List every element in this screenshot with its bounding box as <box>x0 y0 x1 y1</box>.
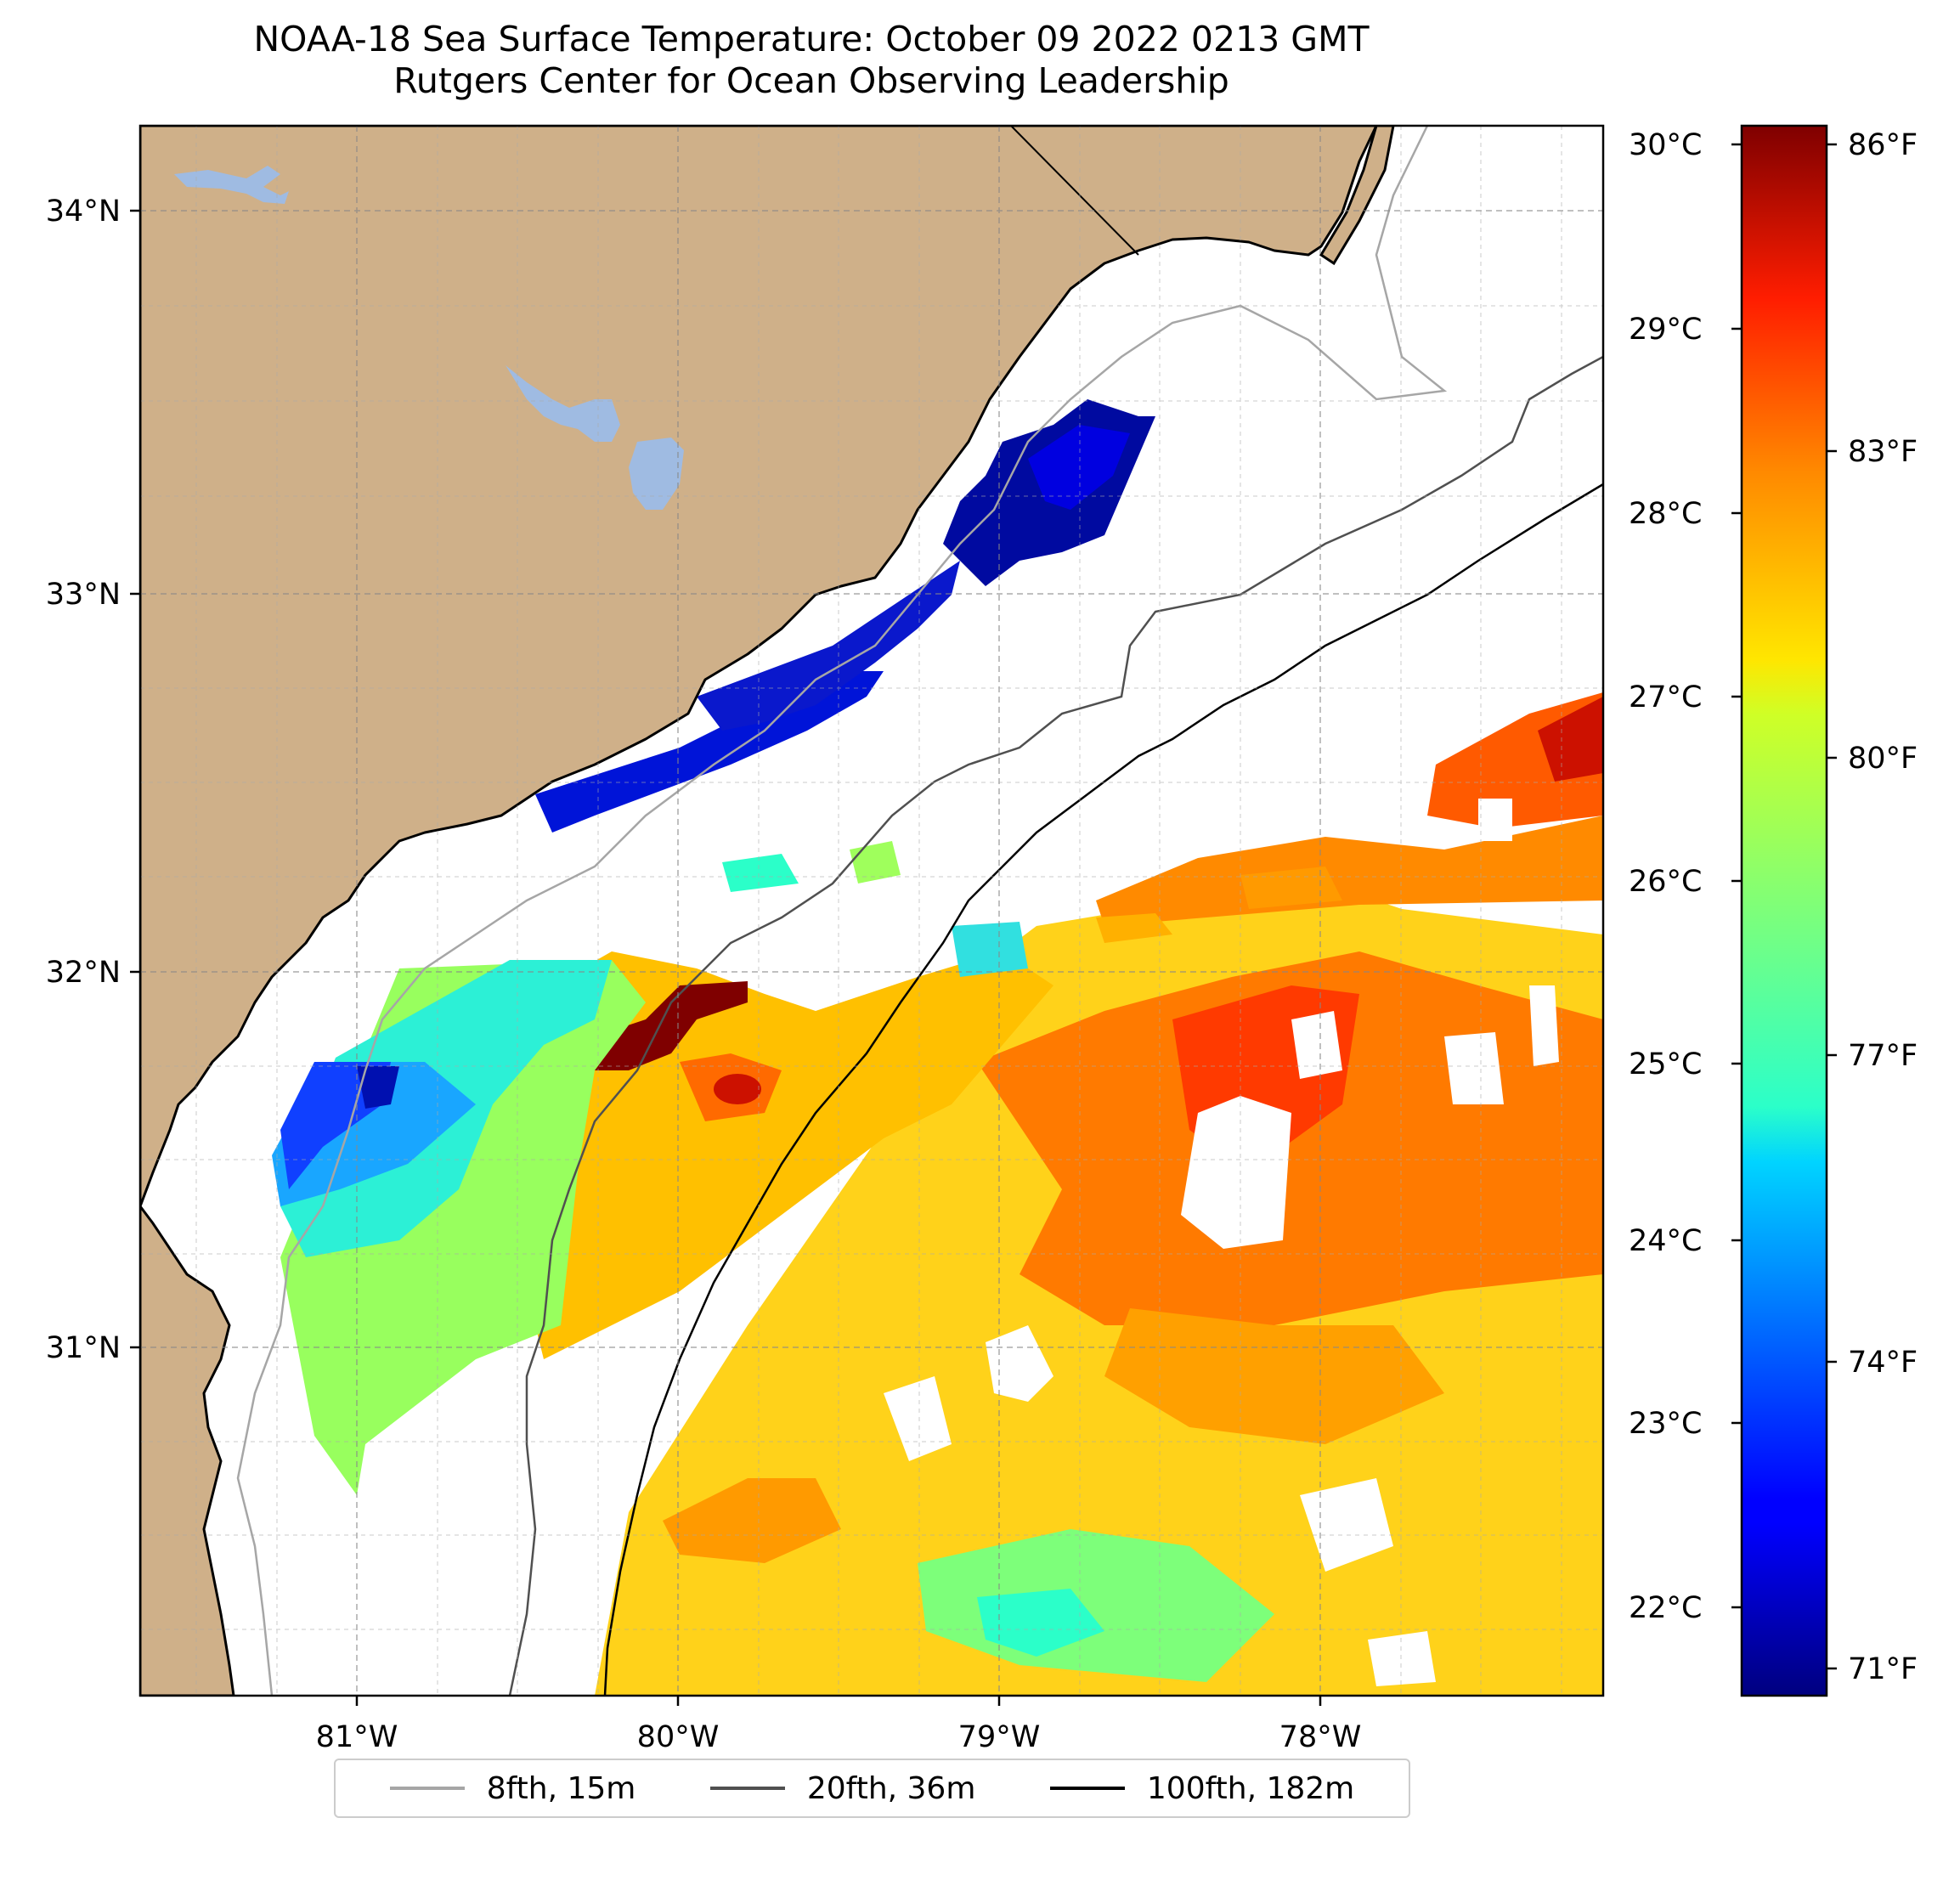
graticule-minor <box>140 126 1603 1696</box>
colorbar: 30°C 29°C 28°C 27°C 26°C 25°C 24°C 23°C … <box>1629 124 1918 1697</box>
graticule <box>140 126 1603 1696</box>
legend-label-20fth: 20fth, 36m <box>806 1770 976 1806</box>
sst-hot-spot <box>714 1074 761 1104</box>
cloud-gap-6 <box>1300 1478 1393 1572</box>
cloud-gap-2 <box>986 1325 1053 1402</box>
legend-line-8fth <box>389 1787 465 1790</box>
fahrenheit-label-77: 77°F <box>1848 1039 1918 1073</box>
lat-label-32: 32°N <box>46 956 121 990</box>
state-boundary <box>1010 126 1139 256</box>
sst-cyan-south <box>977 1589 1104 1657</box>
lat-label-34: 34°N <box>46 195 121 229</box>
colorbar-fahrenheit-axis: 86°F 83°F 80°F 77°F 74°F 71°F <box>1827 128 1918 1686</box>
colorbar-celsius-axis: 30°C 29°C 28°C 27°C 26°C 25°C 24°C 23°C … <box>1629 128 1742 1625</box>
title-line-2: Rutgers Center for Ocean Observing Leade… <box>393 60 1229 101</box>
title-line-1: NOAA-18 Sea Surface Temperature: October… <box>253 19 1370 59</box>
map-frame <box>138 124 1605 1697</box>
sst-patch-4 <box>1096 913 1172 943</box>
lon-label-81: 81°W <box>316 1720 398 1754</box>
cloud-gaps <box>884 799 1559 1686</box>
lake-moultrie <box>629 438 684 510</box>
land-mainland <box>140 126 1378 1208</box>
lat-axis: 34°N 33°N 32°N 31°N <box>46 195 140 1365</box>
lon-label-78: 78°W <box>1279 1720 1362 1754</box>
lake-north <box>174 166 289 204</box>
legend-label-100fth: 100fth, 182m <box>1146 1770 1355 1806</box>
celsius-label-29: 29°C <box>1629 313 1702 347</box>
sst-patch-2 <box>850 841 901 884</box>
legend-entry-20fth: 20fth, 36m <box>709 1770 976 1806</box>
lon-label-79: 79°W <box>958 1720 1041 1754</box>
cloud-gap-5 <box>884 1376 952 1461</box>
lon-label-80: 80°W <box>637 1720 720 1754</box>
sst-orange-southwest <box>663 1478 841 1563</box>
celsius-label-27: 27°C <box>1629 680 1702 714</box>
map-panel <box>140 126 1603 1696</box>
fahrenheit-label-86: 86°F <box>1848 128 1918 162</box>
cloud-gap-4 <box>1444 1032 1504 1104</box>
legend-entry-100fth: 100fth, 182m <box>1049 1770 1355 1806</box>
lat-label-31: 31°N <box>46 1331 121 1365</box>
fahrenheit-label-80: 80°F <box>1848 742 1918 776</box>
sst-patch-3 <box>952 922 1028 977</box>
cloud-gap-1 <box>1181 1096 1291 1249</box>
contour-legend: 8fth, 15m 20fth, 36m 100fth, 182m <box>334 1759 1410 1818</box>
celsius-label-24: 24°C <box>1629 1224 1702 1258</box>
sst-orange-south <box>1104 1308 1444 1444</box>
cloud-gap-8 <box>1529 985 1559 1066</box>
legend-line-100fth <box>1049 1787 1125 1790</box>
cloud-gap-3 <box>1291 1011 1342 1079</box>
celsius-label-30: 30°C <box>1629 128 1702 162</box>
legend-label-8fth: 8fth, 15m <box>486 1770 636 1806</box>
sst-orange-band-upper <box>1096 816 1603 926</box>
sst-patch-1 <box>722 854 799 892</box>
fahrenheit-label-71: 71°F <box>1848 1652 1918 1686</box>
legend-entry-8fth: 8fth, 15m <box>389 1770 636 1806</box>
lon-axis: 81°W 80°W 79°W 78°W <box>316 1696 1362 1754</box>
chart-title: NOAA-18 Sea Surface Temperature: October… <box>136 19 1487 102</box>
legend-line-20fth <box>709 1787 785 1790</box>
celsius-label-26: 26°C <box>1629 865 1702 899</box>
celsius-label-25: 25°C <box>1629 1047 1702 1081</box>
contour-8fth <box>236 126 1448 1696</box>
cloud-gap-9 <box>1478 799 1512 841</box>
land-outer-banks <box>1319 126 1395 266</box>
colorbar-gradient <box>1740 124 1828 1697</box>
fahrenheit-label-74: 74°F <box>1848 1346 1918 1380</box>
contour-20fth <box>508 355 1603 1696</box>
cloud-gap-7 <box>1368 1631 1436 1686</box>
celsius-label-23: 23°C <box>1629 1407 1702 1441</box>
sst-cold-band-core <box>1028 425 1130 510</box>
contour-100fth <box>603 483 1603 1696</box>
fahrenheit-label-83: 83°F <box>1848 435 1918 469</box>
sst-dark-red-northeast <box>1538 697 1603 782</box>
sst-coastal-darkblue <box>357 1066 399 1109</box>
land-south-coast <box>140 1204 235 1696</box>
lake-marion <box>506 365 620 442</box>
celsius-label-28: 28°C <box>1629 497 1702 531</box>
celsius-label-22: 22°C <box>1629 1591 1702 1625</box>
lat-label-33: 33°N <box>46 578 121 612</box>
